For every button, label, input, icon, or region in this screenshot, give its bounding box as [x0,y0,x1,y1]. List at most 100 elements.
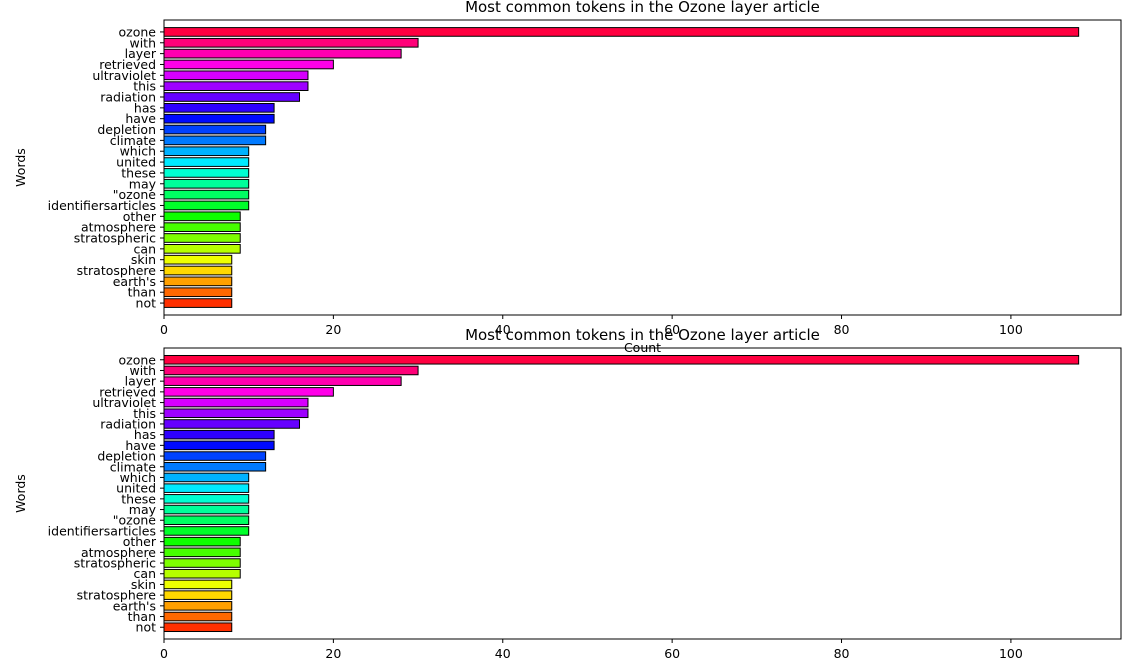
ytick-label-19: stratospheric [74,556,156,571]
bar-15 [163,189,250,200]
chart-top: ozonewithlayerretrievedultravioletthisra… [13,0,1122,355]
ytick-label-21: skin [131,577,156,592]
ytick-label-12: united [116,155,156,170]
bar-17 [163,536,241,547]
ytick-label-0: ozone [119,352,157,367]
bar-13 [163,168,250,178]
bar-21 [163,254,233,265]
bar-2 [163,376,402,386]
bar-20 [163,244,241,254]
ytick-label-3: retrieved [99,57,156,72]
xtick-label-5: 100 [999,322,1023,337]
xtick-label-4: 80 [834,322,850,337]
xtick-label-2: 40 [495,646,511,661]
bar-23 [163,601,233,611]
ytick-label-12: united [116,481,156,496]
bar-16 [163,526,250,536]
ytick-label-11: which [120,144,156,159]
xtick-label-2: 40 [495,322,511,337]
chart-title: Most common tokens in the Ozone layer ar… [465,0,820,16]
bar-10 [163,135,267,146]
ytick-label-24: than [128,285,156,300]
ytick-label-7: has [134,100,156,115]
ytick-label-5: this [133,79,156,94]
bar-16 [163,200,250,211]
ytick-label-23: earth's [113,598,156,613]
bar-25 [163,622,233,633]
bar-24 [163,611,233,622]
bar-9 [163,124,267,135]
ytick-label-20: can [134,566,156,581]
axes-frame [163,347,1122,640]
bar-1 [163,365,419,376]
bar-18 [163,222,241,232]
ytick-label-25: not [136,296,157,311]
bar-4 [163,70,309,81]
bar-6 [163,92,301,102]
bar-7 [163,103,275,113]
ytick-label-22: stratosphere [77,263,157,278]
ytick-label-22: stratosphere [77,588,157,603]
ytick-label-6: radiation [100,416,156,431]
ytick-label-15: "ozone [113,187,157,202]
ytick-label-23: earth's [113,274,156,289]
bar-0 [163,27,1080,37]
bar-8 [163,440,275,451]
bar-24 [163,287,233,298]
ytick-label-2: layer [125,46,157,61]
ytick-label-4: ultraviolet [92,395,156,410]
bar-2 [163,48,402,59]
chart-bottom: ozonewithlayerretrievedultravioletthisra… [13,326,1122,661]
ytick-label-24: than [128,609,156,624]
ytick-label-13: these [121,491,156,506]
xtick-label-5: 100 [999,646,1023,661]
ytick-label-17: other [123,534,157,549]
xtick-label-1: 20 [325,322,341,337]
ytick-label-19: stratospheric [74,230,156,245]
bar-22 [163,265,233,276]
bar-7 [163,429,275,440]
xtick-label-0: 0 [160,646,168,661]
bar-21 [163,579,233,590]
ytick-label-21: skin [131,252,156,267]
ytick-label-14: may [129,502,157,517]
ytick-label-2: layer [125,374,157,389]
ytick-label-15: "ozone [113,513,157,528]
ytick-label-14: may [129,176,157,191]
ytick-label-7: has [134,427,156,442]
ytick-label-16: identifiersarticles [48,198,156,213]
ytick-label-8: have [125,438,156,453]
bar-18 [163,547,241,558]
bar-3 [163,59,334,70]
xtick-label-4: 80 [834,646,850,661]
bar-20 [163,568,241,579]
bar-5 [163,81,309,91]
ytick-label-16: identifiersarticles [48,523,156,538]
bar-17 [163,211,241,222]
ytick-label-18: atmosphere [81,220,156,235]
ytick-label-8: have [125,111,156,126]
xtick-label-0: 0 [160,322,168,337]
bar-10 [163,461,267,472]
ytick-label-13: these [121,165,156,180]
ytick-label-9: depletion [97,449,156,464]
ytick-label-9: depletion [97,122,156,137]
xtick-label-1: 20 [325,646,341,661]
ytick-label-3: retrieved [99,384,156,399]
bar-8 [163,113,275,124]
ytick-label-1: with [129,35,156,50]
ytick-label-1: with [129,363,156,378]
ytick-label-10: climate [110,133,157,148]
bar-3 [163,387,334,397]
ytick-label-5: this [133,406,156,421]
y-axis-label: Words [13,148,28,187]
ytick-label-4: ultraviolet [92,68,156,83]
ytick-label-0: ozone [119,24,157,39]
axes-frame [163,19,1122,316]
bar-23 [163,276,233,287]
bar-15 [163,515,250,526]
ytick-label-10: climate [110,459,157,474]
bar-9 [163,451,267,461]
bar-11 [163,146,250,157]
